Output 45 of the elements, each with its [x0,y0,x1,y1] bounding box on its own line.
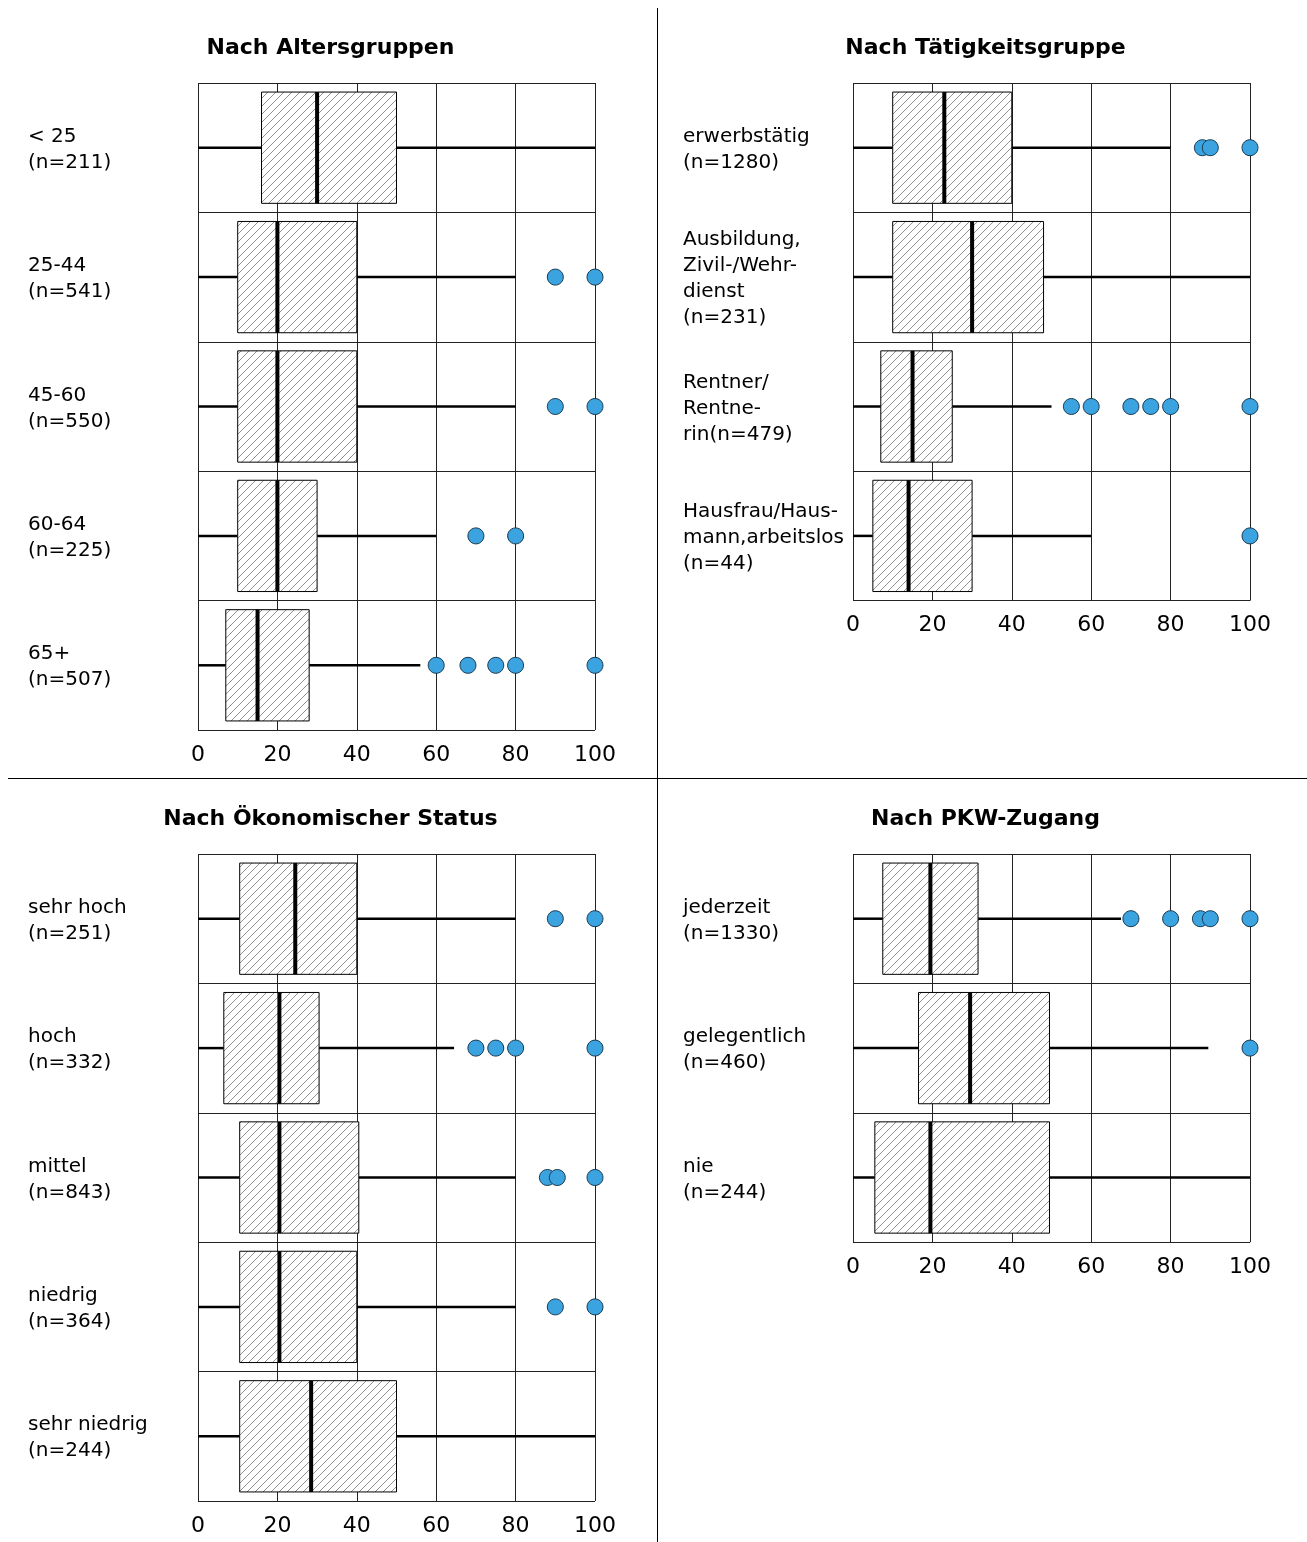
x-tick-label: 80 [1156,611,1185,637]
chart-title: Nach Altersgruppen [206,33,455,59]
x-tick-label: 0 [846,611,860,637]
x-tick-label: 80 [501,740,530,766]
x-tick-label: 20 [918,611,947,637]
x-tick-label: 80 [501,1511,530,1537]
y-tick-label: Ausbildung, Zivil-/Wehr- dienst (n=231) [683,226,801,329]
x-tick-label: 40 [342,1511,371,1537]
y-tick-label: erwerbstätig (n=1280) [683,122,810,173]
y-tick-label: sehr niedrig (n=244) [28,1411,148,1462]
y-tick-label: jederzeit (n=1330) [682,893,779,944]
x-tick-label: 0 [846,1252,860,1278]
x-tick-label: 20 [918,1252,947,1278]
chart-title: Nach Ökonomischer Status [163,804,498,830]
y-tick-label: hoch (n=332) [28,1023,112,1074]
x-tick-label: 100 [574,740,616,766]
y-tick-label: sehr hoch (n=251) [28,893,127,944]
x-tick-label: 100 [1229,611,1271,637]
chart-title: Nach Tätigkeitsgruppe [845,33,1126,59]
y-tick-label: Rentner/ Rentne- rin(n=479) [683,368,793,445]
y-tick-label: niedrig (n=364) [28,1281,112,1332]
x-tick-label: 100 [1229,1252,1271,1278]
x-tick-label: 60 [422,740,451,766]
y-tick-label: Hausfrau/Haus- mann,arbeitslos (n=44) [683,497,844,574]
x-tick-label: 20 [263,740,292,766]
y-tick-label: 25-44 (n=541) [28,252,112,303]
chart-title: Nach PKW-Zugang [871,804,1100,830]
x-tick-label: 60 [422,1511,451,1537]
y-tick-label: < 25 (n=211) [28,122,112,173]
x-tick-label: 80 [1156,1252,1185,1278]
y-tick-label: 45-60 (n=550) [28,381,112,432]
x-tick-label: 0 [191,740,205,766]
x-tick-label: 60 [1077,611,1106,637]
x-tick-label: 20 [263,1511,292,1537]
x-tick-label: 40 [997,611,1026,637]
x-tick-label: 100 [574,1511,616,1537]
y-tick-label: gelegentlich (n=460) [683,1023,807,1074]
y-tick-label: nie (n=244) [683,1152,767,1203]
y-tick-label: mittel (n=843) [28,1152,112,1203]
x-tick-label: 60 [1077,1252,1106,1278]
x-tick-label: 40 [997,1252,1026,1278]
y-tick-label: 65+ (n=507) [28,640,112,691]
x-tick-label: 0 [191,1511,205,1537]
y-tick-label: 60-64 (n=225) [28,510,112,561]
x-tick-label: 40 [342,740,371,766]
